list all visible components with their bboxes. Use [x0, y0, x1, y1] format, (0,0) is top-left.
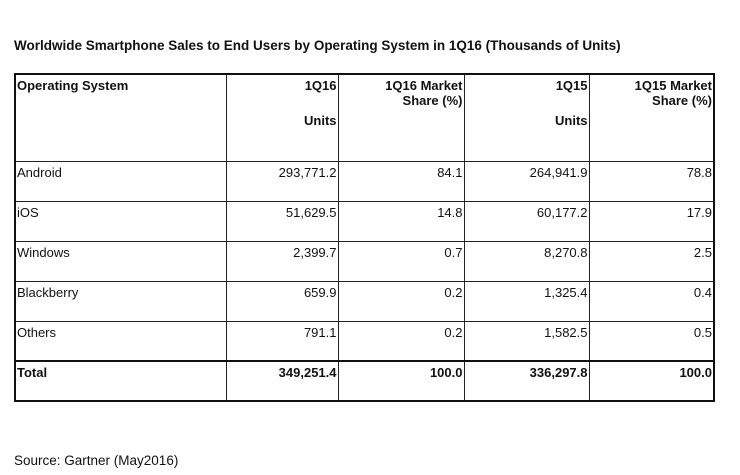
header-os: Operating System [14, 73, 227, 162]
header-label: Operating System [17, 78, 129, 93]
table-cell: 1,582.5 [463, 320, 590, 362]
table-cell: Total [14, 360, 227, 402]
header-label: Share (%) [402, 93, 463, 108]
header-label: 1Q16 [304, 78, 337, 93]
table-cell: 336,297.8 [463, 360, 590, 402]
table-cell: iOS [14, 200, 227, 242]
table-cell: Blackberry [14, 280, 227, 322]
header-1q16-share: 1Q16 Market Share (%) [337, 73, 465, 162]
table-cell: 791.1 [225, 320, 339, 362]
header-label: 1Q15 [555, 78, 588, 93]
header-label: 1Q15 Market [634, 78, 712, 93]
header-label: Share (%) [652, 93, 712, 108]
table-cell: 14.8 [337, 200, 465, 242]
table-cell: 659.9 [225, 280, 339, 322]
table-cell: 60,177.2 [463, 200, 590, 242]
header-label: 1Q16 Market [385, 78, 463, 93]
header-row: Operating System 1Q16 Units 1Q16 Market Sh… [14, 73, 715, 162]
header-1q15-share: 1Q15 Market Share (%) [588, 73, 715, 162]
total-row: Total 349,251.4 100.0 336,297.8 100.0 [14, 360, 715, 402]
table-row: iOS 51,629.5 14.8 60,177.2 17.9 [14, 200, 715, 242]
table-cell: Others [14, 320, 227, 362]
table-cell: 84.1 [337, 160, 465, 202]
sales-table: Operating System 1Q16 Units 1Q16 Market Sh… [14, 73, 715, 402]
table-title: Worldwide Smartphone Sales to End Users … [14, 38, 621, 53]
table-cell: 264,941.9 [463, 160, 590, 202]
table-cell: 51,629.5 [225, 200, 339, 242]
source-note: Source: Gartner (May2016) [14, 453, 179, 468]
table-cell: 2.5 [588, 240, 715, 282]
header-label: Units [304, 113, 337, 128]
table-cell: 2,399.7 [225, 240, 339, 282]
table-row: Blackberry 659.9 0.2 1,325.4 0.4 [14, 280, 715, 322]
table-cell: 100.0 [588, 360, 715, 402]
table-cell: 0.4 [588, 280, 715, 322]
table-cell: 349,251.4 [225, 360, 339, 402]
table-cell: Android [14, 160, 227, 202]
table-cell: 0.7 [337, 240, 465, 282]
header-1q16-units: 1Q16 Units [225, 73, 339, 162]
table-cell: 0.2 [337, 280, 465, 322]
table-cell: 17.9 [588, 200, 715, 242]
table-cell: 293,771.2 [225, 160, 339, 202]
table-row: Android 293,771.2 84.1 264,941.9 78.8 [14, 160, 715, 202]
table-cell: 0.5 [588, 320, 715, 362]
table-cell: 100.0 [337, 360, 465, 402]
table-cell: 8,270.8 [463, 240, 590, 282]
header-1q15-units: 1Q15 Units [463, 73, 590, 162]
table-cell: 1,325.4 [463, 280, 590, 322]
table-cell: 0.2 [337, 320, 465, 362]
table-row: Others 791.1 0.2 1,582.5 0.5 [14, 320, 715, 362]
table-cell: Windows [14, 240, 227, 282]
table-row: Windows 2,399.7 0.7 8,270.8 2.5 [14, 240, 715, 282]
header-label: Units [555, 113, 588, 128]
table-cell: 78.8 [588, 160, 715, 202]
